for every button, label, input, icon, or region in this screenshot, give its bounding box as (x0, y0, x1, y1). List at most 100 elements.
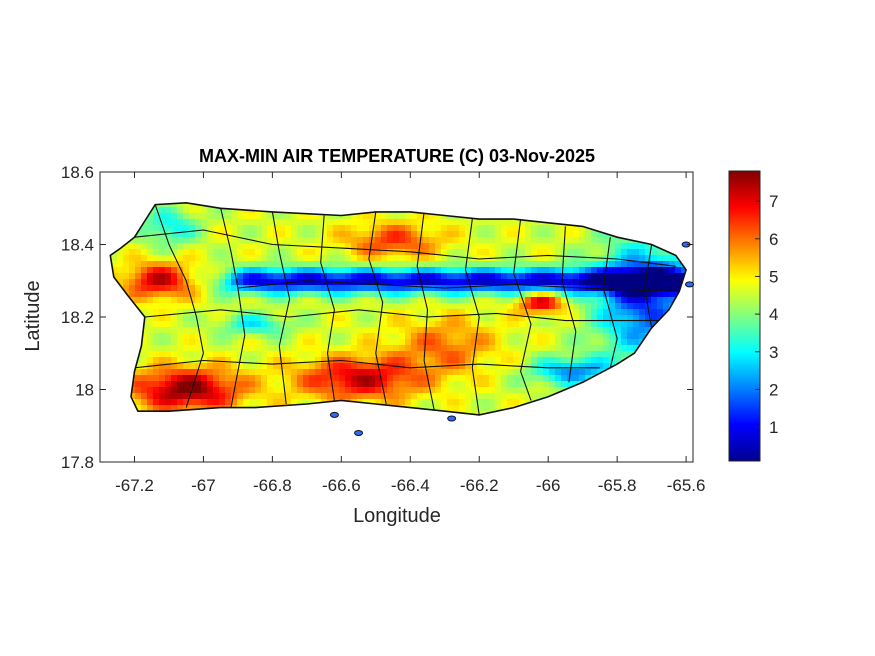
heat-cell (375, 249, 382, 256)
heat-cell (597, 273, 604, 280)
heat-cell (603, 237, 610, 244)
heat-cell (603, 309, 610, 316)
heat-cell (315, 357, 322, 364)
heat-cell (459, 351, 466, 358)
heat-cell (249, 219, 256, 226)
heat-cell (429, 243, 436, 250)
heat-cell (183, 273, 190, 280)
heat-cell (315, 285, 322, 292)
heat-cell (459, 249, 466, 256)
heat-cell (579, 273, 586, 280)
heat-cell (279, 399, 286, 406)
heat-cell (663, 285, 670, 292)
heat-cell (231, 213, 238, 220)
heat-cell (345, 309, 352, 316)
heat-cell (177, 243, 184, 250)
heat-cell (267, 309, 274, 316)
heat-cell (585, 243, 592, 250)
heat-cell (243, 339, 250, 346)
heat-cell (507, 327, 514, 334)
heat-cell (345, 327, 352, 334)
heat-cell (399, 333, 406, 340)
heat-cell (399, 399, 406, 406)
heat-cell (513, 231, 520, 238)
heat-cell (153, 399, 160, 406)
heat-cell (561, 255, 568, 262)
heat-cell (627, 309, 634, 316)
heat-cell (405, 303, 412, 310)
heat-cell (249, 315, 256, 322)
heat-cell (339, 267, 346, 274)
heat-cell (363, 291, 370, 298)
heat-cell (585, 321, 592, 328)
heat-cell (309, 267, 316, 274)
heat-cell (411, 309, 418, 316)
heat-cell (597, 231, 604, 238)
heat-cell (525, 375, 532, 382)
heat-cell (129, 261, 136, 268)
heat-cell (525, 339, 532, 346)
heat-cell (255, 375, 262, 382)
heat-cell (249, 213, 256, 220)
heat-cell (237, 243, 244, 250)
heat-cell (417, 279, 424, 286)
heat-cell (543, 243, 550, 250)
heat-cell (201, 219, 208, 226)
heat-cell (207, 231, 214, 238)
heat-cell (357, 375, 364, 382)
heat-cell (585, 297, 592, 304)
heat-cell (483, 249, 490, 256)
heat-cell (249, 327, 256, 334)
heat-cell (357, 219, 364, 226)
heat-cell (327, 243, 334, 250)
heat-cell (477, 249, 484, 256)
heat-cell (267, 315, 274, 322)
heat-cell (471, 387, 478, 394)
heat-cell (435, 219, 442, 226)
heat-cell (675, 279, 682, 286)
heat-cell (207, 267, 214, 274)
heat-cell (321, 279, 328, 286)
heat-cell (477, 267, 484, 274)
heat-cell (639, 249, 646, 256)
heat-cell (183, 363, 190, 370)
heat-cell (555, 381, 562, 388)
heat-cell (459, 237, 466, 244)
heat-cell (429, 219, 436, 226)
heat-cell (213, 279, 220, 286)
heat-cell (345, 279, 352, 286)
heat-cell (285, 345, 292, 352)
heat-cell (483, 369, 490, 376)
heat-cell (345, 321, 352, 328)
heat-cell (609, 345, 616, 352)
heat-cell (291, 381, 298, 388)
heat-cell (567, 291, 574, 298)
heat-cell (489, 273, 496, 280)
heat-cell (171, 202, 178, 208)
colorbar-tick-label: 5 (769, 267, 778, 286)
heat-cell (579, 375, 586, 382)
heat-cell (609, 291, 616, 298)
heat-cell (603, 345, 610, 352)
heat-cell (447, 387, 454, 394)
heat-cell (465, 267, 472, 274)
heat-cell (279, 243, 286, 250)
heat-cell (237, 219, 244, 226)
heat-cell (249, 339, 256, 346)
heat-cell (279, 333, 286, 340)
heat-cell (525, 381, 532, 388)
heat-cell (303, 309, 310, 316)
heat-cell (219, 351, 226, 358)
heat-cell (165, 363, 172, 370)
heat-cell (585, 267, 592, 274)
heat-cell (471, 225, 478, 232)
heat-cell (303, 375, 310, 382)
heat-cell (339, 243, 346, 250)
heat-cell (171, 213, 178, 220)
heat-cell (141, 375, 148, 382)
heat-cell (375, 273, 382, 280)
heat-cell (351, 351, 358, 358)
heat-cell (321, 375, 328, 382)
heat-cell (459, 363, 466, 370)
heat-cell (159, 405, 166, 412)
